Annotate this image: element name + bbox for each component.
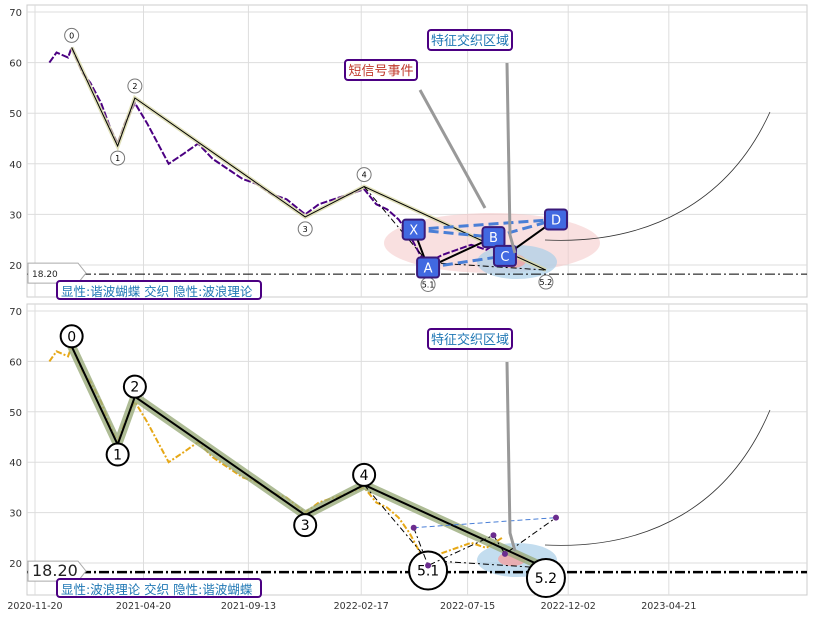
wave-point-marker bbox=[64, 27, 80, 43]
y-tick-label: 70 bbox=[9, 307, 22, 318]
support-label: 18.20 bbox=[32, 270, 58, 280]
wave-point-label: 2 bbox=[130, 380, 139, 396]
wave-point-label: 5.1 bbox=[422, 280, 435, 289]
y-tick-label: 50 bbox=[9, 408, 22, 419]
y-tick-label: 40 bbox=[9, 458, 22, 469]
wave-point-label: 1 bbox=[115, 154, 120, 163]
legend-box bbox=[56, 578, 262, 598]
annotation-box bbox=[427, 328, 513, 350]
harmonic-point-dot bbox=[490, 532, 497, 539]
wave-line bbox=[70, 345, 547, 569]
annotation-text: 短信号事件 bbox=[348, 64, 413, 79]
legend-box bbox=[56, 280, 262, 300]
harmonic-point-label: X bbox=[409, 224, 418, 239]
harmonic-point-label: C bbox=[500, 250, 509, 265]
x-tick-label: 2020-11-20 bbox=[7, 601, 62, 612]
annotation-text: 特征交织区域 bbox=[431, 332, 509, 348]
wave-point-marker bbox=[59, 324, 84, 349]
y-tick-label: 30 bbox=[9, 210, 22, 221]
hollow-arrow bbox=[505, 62, 517, 254]
y-tick-label: 60 bbox=[9, 357, 22, 368]
hollow-arrow bbox=[418, 89, 487, 209]
harmonic-point-label: A bbox=[424, 262, 433, 277]
wave-point-marker bbox=[356, 167, 372, 183]
x-tick-label: 2022-12-02 bbox=[541, 601, 596, 612]
wave-point-label: 0 bbox=[67, 329, 76, 345]
harmonic-point-label: D bbox=[551, 213, 561, 228]
harmonic-point-box bbox=[416, 256, 441, 279]
y-tick-label: 40 bbox=[9, 160, 22, 171]
wave-point-label: 0 bbox=[69, 31, 74, 40]
annotation-box bbox=[344, 59, 418, 81]
curved-arrow bbox=[544, 409, 771, 546]
harmonic-point-box bbox=[401, 218, 426, 241]
wave-point-label: 4 bbox=[360, 468, 369, 484]
harmonic-dashed-line bbox=[413, 217, 557, 232]
y-tick-label: 30 bbox=[9, 509, 22, 520]
legend-text: 显性:波浪理论 交织 隐性:谐波蝴蝶 bbox=[61, 582, 253, 597]
harmonic-point-label: B bbox=[489, 231, 498, 246]
wave-point-label: 1 bbox=[113, 448, 122, 464]
harmonic-point-box bbox=[543, 208, 568, 231]
wave-point-marker bbox=[110, 150, 126, 166]
y-tick-label: 70 bbox=[9, 8, 22, 19]
wave-line bbox=[71, 47, 547, 271]
x-tick-label: 2021-09-13 bbox=[221, 601, 276, 612]
harmonic-point-dot bbox=[410, 524, 417, 531]
wave-point-label: 5.2 bbox=[540, 278, 553, 287]
wave-point-label: 3 bbox=[301, 518, 310, 534]
harmonic-dashed-line bbox=[427, 254, 506, 270]
y-tick-label: 60 bbox=[9, 59, 22, 70]
annotation-text: 特征交织区域 bbox=[431, 33, 509, 49]
support-label-box bbox=[27, 262, 87, 284]
curved-arrow bbox=[544, 111, 771, 241]
x-tick-label: 2022-02-17 bbox=[334, 601, 389, 612]
wave-point-label: 3 bbox=[303, 225, 308, 234]
wave-point-label: 5.1 bbox=[417, 563, 439, 579]
annotation-box bbox=[427, 29, 513, 51]
y-tick-label: 50 bbox=[9, 109, 22, 120]
wave-point-label: 5.2 bbox=[535, 571, 557, 587]
wave-point-marker bbox=[297, 221, 313, 237]
harmonic-dashed-line bbox=[413, 228, 494, 239]
harmonic-point-dot bbox=[501, 550, 508, 557]
support-label-box bbox=[27, 560, 87, 582]
wave-point-marker bbox=[105, 442, 130, 467]
wave-point-marker bbox=[408, 550, 449, 591]
legend-text: 显性:谐波蝴蝶 交织 隐性:波浪理论 bbox=[61, 284, 253, 299]
y-tick-label: 20 bbox=[9, 261, 22, 272]
wave-point-marker bbox=[538, 274, 554, 290]
wave-point-marker bbox=[127, 78, 143, 94]
wave-point-marker bbox=[122, 374, 147, 399]
wave-point-label: 2 bbox=[132, 82, 137, 91]
wave-point-marker bbox=[293, 513, 318, 538]
wave-point-label: 4 bbox=[362, 171, 367, 180]
x-tick-label: 2023-04-21 bbox=[641, 601, 696, 612]
wave-point-marker bbox=[525, 558, 566, 599]
x-tick-label: 2022-07-15 bbox=[440, 601, 495, 612]
harmonic-point-dot bbox=[425, 562, 432, 569]
wave-point-marker bbox=[352, 462, 377, 487]
hollow-arrow bbox=[505, 361, 517, 552]
support-label: 18.20 bbox=[32, 561, 78, 580]
x-tick-label: 2021-04-20 bbox=[116, 601, 171, 612]
harmonic-point-dot bbox=[552, 514, 559, 521]
harmonic-point-box bbox=[492, 244, 517, 267]
y-tick-label: 20 bbox=[9, 559, 22, 570]
